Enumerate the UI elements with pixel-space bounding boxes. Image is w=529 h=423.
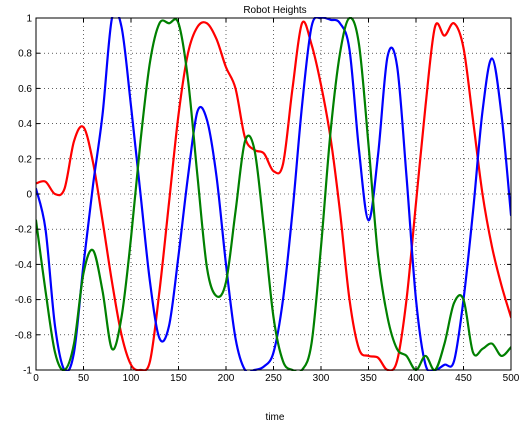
series-line-1 [36, 20, 511, 371]
x-tick-label: 500 [503, 373, 520, 384]
y-tick-label: -1 [23, 366, 32, 377]
y-tick-label: -0.8 [15, 330, 33, 341]
x-tick-label: 250 [265, 373, 282, 384]
y-tick-label: 1 [26, 14, 32, 25]
x-tick-label: 150 [170, 373, 187, 384]
data-series [36, 17, 511, 371]
chart-title: Robot Heights [243, 5, 306, 16]
x-tick-label: 450 [455, 373, 472, 384]
series-line-2 [36, 17, 511, 371]
y-tick-label: 0.4 [18, 119, 32, 130]
axis-ticks: 0 50 100 150 200 250 300 350 400 450 500 -1 -0.8 -0.6… [15, 14, 520, 385]
x-tick-label: 100 [123, 373, 140, 384]
y-tick-label: 0.6 [18, 84, 32, 95]
series-line-3 [36, 17, 511, 371]
x-tick-label: 0 [33, 373, 39, 384]
x-axis-label: time [266, 412, 285, 423]
y-tick-label: -0.2 [15, 225, 33, 236]
y-tick-label: 0.2 [18, 154, 32, 165]
x-tick-label: 350 [360, 373, 377, 384]
x-tick-label: 50 [78, 373, 90, 384]
y-tick-label: -0.4 [15, 260, 33, 271]
x-tick-label: 200 [218, 373, 235, 384]
y-tick-label: 0 [26, 190, 32, 201]
x-tick-label: 400 [408, 373, 425, 384]
y-tick-label: 0.8 [18, 49, 32, 60]
x-tick-label: 300 [313, 373, 330, 384]
y-tick-label: -0.6 [15, 295, 33, 306]
